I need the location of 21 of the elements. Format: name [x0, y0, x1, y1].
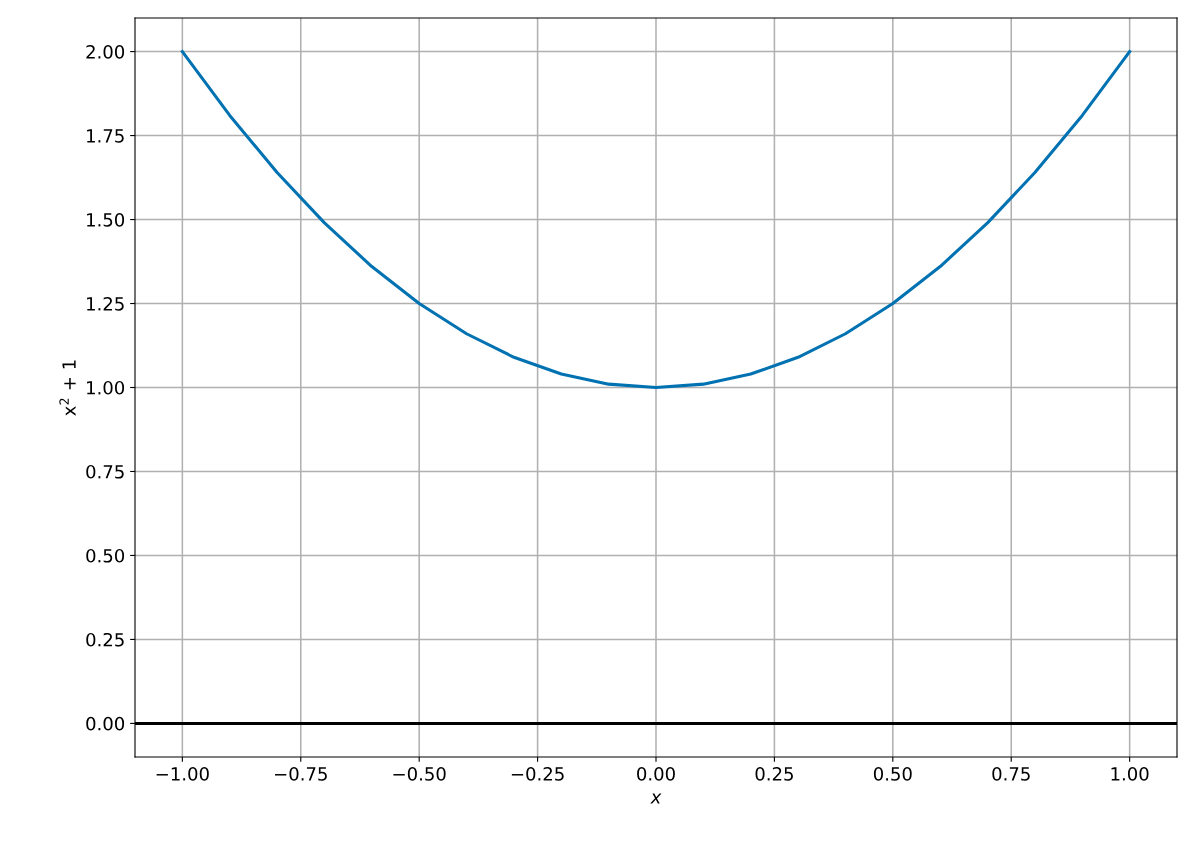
x-tick-label: 1.00 [1111, 767, 1149, 781]
y-tick-label: 1.75 [87, 129, 124, 143]
x-tick-label: −1.00 [156, 767, 209, 781]
y-axis-title: x$^{2}$ + 1 [59, 360, 76, 416]
y-tick-label: 0.00 [86, 716, 125, 731]
y-tick-label: 1.25 [87, 296, 124, 311]
y-tick-label: 0.50 [86, 548, 125, 563]
x-tick-label: 0.00 [637, 767, 675, 781]
y-tick-label: 1.50 [87, 213, 125, 227]
x-tick-label: 0.75 [992, 767, 1030, 781]
x-tick-label: −0.25 [511, 767, 564, 781]
line-series [180, 50, 1132, 390]
y-tick-label: 0.25 [86, 632, 124, 647]
y-tick-label: 0.75 [86, 464, 124, 479]
x-tick-label: −0.75 [275, 767, 327, 781]
x-axis-title: x [650, 793, 662, 804]
y-tick-label: 1.00 [87, 380, 125, 395]
x-tick-label: −0.50 [393, 767, 446, 781]
x-tick-label: 0.50 [873, 767, 912, 781]
y-tick-label: 2.00 [86, 45, 125, 59]
x-tick-label: 0.25 [755, 767, 793, 781]
